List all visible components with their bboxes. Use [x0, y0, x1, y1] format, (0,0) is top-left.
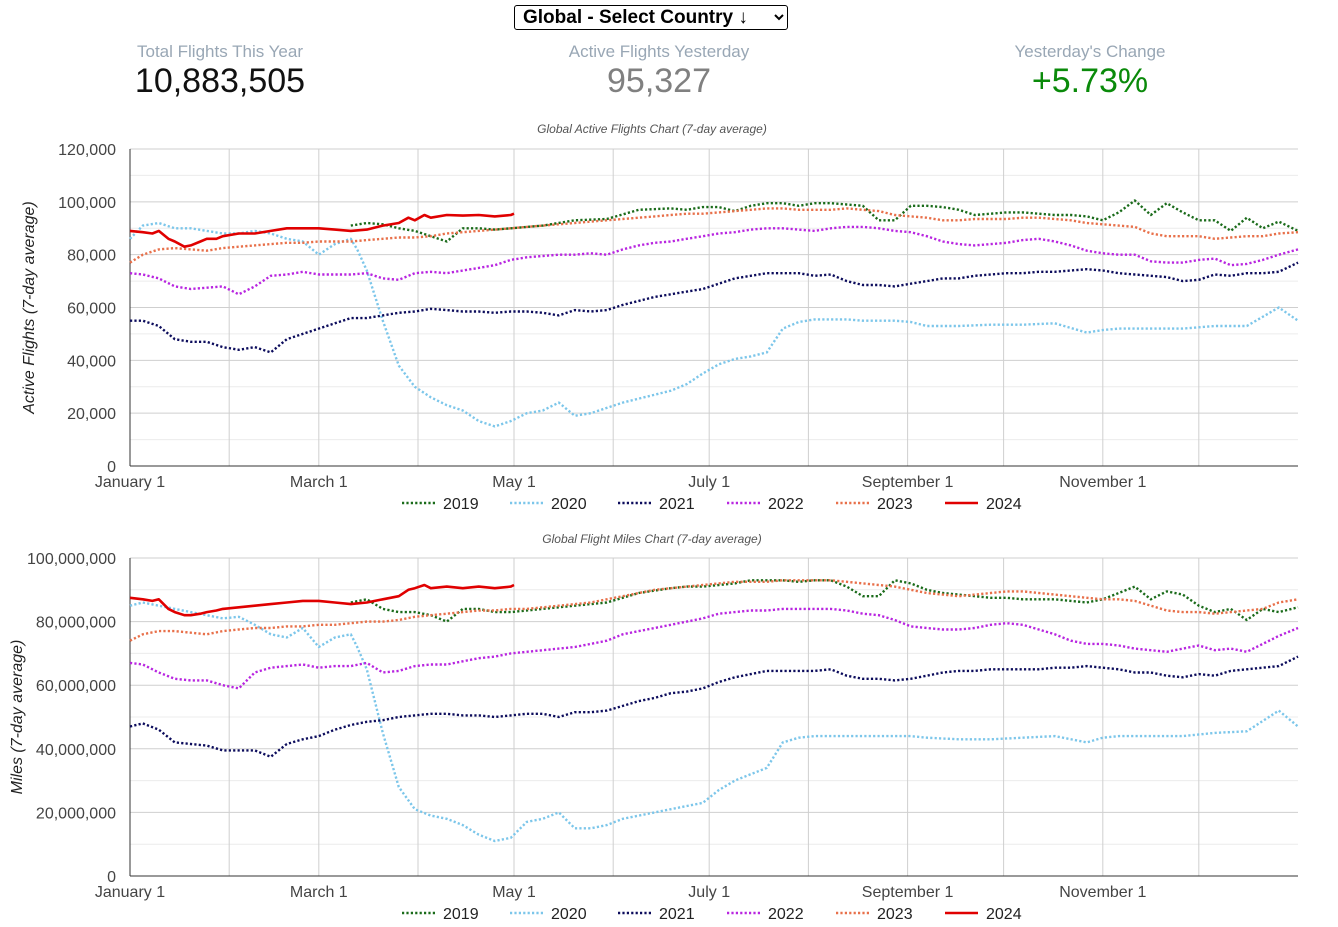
chart1-y-tick-label: 80,000: [67, 248, 116, 265]
chart1-x-tick-label: September 1: [862, 474, 954, 491]
chart1-y-tick-label: 40,000: [67, 353, 116, 370]
chart2-y-tick-label: 20,000,000: [36, 805, 116, 822]
chart1-title: Global Active Flights Chart (7-day avera…: [537, 122, 767, 136]
chart2-series-2019-line: [350, 579, 1299, 623]
chart1-x-tick-label: March 1: [290, 474, 348, 491]
chart1-legend-item-2021[interactable]: 2021: [618, 496, 695, 513]
chart2-y-axis-label: Miles (7-day average): [9, 640, 26, 795]
total-flights-value: 10,883,505: [134, 62, 306, 100]
chart1-legend-label: 2020: [551, 496, 587, 513]
flight-miles-chart: Global Flight Miles Chart (7-day average…: [9, 532, 1299, 923]
active-flights-chart: Global Active Flights Chart (7-day avera…: [21, 122, 1299, 513]
chart1-y-tick-label: 0: [107, 459, 116, 476]
yesterday-change-label: Yesterday's Change: [1014, 42, 1166, 61]
chart1-legend-label: 2023: [877, 496, 913, 513]
chart1-x-tick-label: November 1: [1059, 474, 1146, 491]
chart1-legend-label: 2021: [659, 496, 695, 513]
country-select-wrapper: Global - Select Country ↓: [514, 5, 788, 30]
chart1-y-axis-label: Active Flights (7-day average): [21, 201, 38, 415]
chart2-x-tick-label: March 1: [290, 884, 348, 901]
chart1-legend-label: 2019: [443, 496, 479, 513]
chart2-x-tick-label: September 1: [862, 884, 954, 901]
yesterday-change-value: +5.73%: [1031, 62, 1149, 100]
chart2-legend-label: 2024: [986, 906, 1022, 923]
chart1-legend-label: 2022: [768, 496, 804, 513]
chart2-y-tick-label: 0: [107, 869, 116, 886]
chart1-y-tick-label: 20,000: [67, 406, 116, 423]
chart2-series-2024-line: [129, 583, 515, 617]
chart2-y-tick-label: 100,000,000: [27, 551, 116, 568]
chart2-legend-item-2019[interactable]: 2019: [402, 906, 479, 923]
chart2-legend-item-2023[interactable]: 2023: [836, 906, 913, 923]
chart1-series-2023-line: [129, 207, 1299, 264]
chart1-legend-label: 2024: [986, 496, 1022, 513]
chart2-series-2020-line: [129, 601, 1299, 843]
chart2-legend-item-2021[interactable]: 2021: [618, 906, 695, 923]
chart1-y-tick-label: 120,000: [58, 142, 116, 159]
chart2-y-tick-label: 40,000,000: [36, 742, 116, 759]
chart2-series-2021-line: [129, 655, 1299, 759]
chart1-legend-item-2022[interactable]: 2022: [727, 496, 804, 513]
chart2-series-2022-line: [129, 607, 1299, 690]
chart2-legend-label: 2019: [443, 906, 479, 923]
chart2-legend-item-2020[interactable]: 2020: [510, 906, 587, 923]
active-flights-stat: Active Flights Yesterday 95,327: [509, 42, 809, 101]
chart2-x-tick-label: May 1: [492, 884, 536, 901]
total-flights-label: Total Flights This Year: [137, 42, 303, 61]
active-flights-label: Active Flights Yesterday: [568, 42, 750, 61]
country-select-dropdown[interactable]: Global - Select Country ↓: [514, 5, 788, 30]
chart1-y-tick-label: 60,000: [67, 301, 116, 318]
chart1-x-tick-label: May 1: [492, 474, 536, 491]
chart1-x-tick-label: January 1: [95, 474, 165, 491]
chart2-x-tick-label: January 1: [95, 884, 165, 901]
chart2-legend-item-2024[interactable]: 2024: [945, 906, 1022, 923]
chart2-x-tick-label: July 1: [688, 884, 730, 901]
chart2-legend-label: 2022: [768, 906, 804, 923]
chart2-y-tick-label: 80,000,000: [36, 615, 116, 632]
chart2-x-tick-label: November 1: [1059, 884, 1146, 901]
chart2-legend-label: 2020: [551, 906, 587, 923]
chart1-series-2022-line: [129, 225, 1299, 296]
chart2-series-2023-line: [129, 579, 1299, 642]
chart1-legend-item-2020[interactable]: 2020: [510, 496, 587, 513]
chart2-legend-item-2022[interactable]: 2022: [727, 906, 804, 923]
total-flights-stat: Total Flights This Year 10,883,505: [70, 42, 370, 101]
chart1-series-2020-line: [129, 221, 1299, 428]
chart1-legend-item-2019[interactable]: 2019: [402, 496, 479, 513]
chart2-legend-label: 2023: [877, 906, 913, 923]
chart1-legend-item-2024[interactable]: 2024: [945, 496, 1022, 513]
active-flights-value: 95,327: [607, 62, 711, 100]
chart2-legend-label: 2021: [659, 906, 695, 923]
chart1-series-2024-line: [129, 212, 515, 248]
chart1-y-tick-label: 100,000: [58, 195, 116, 212]
chart2-title: Global Flight Miles Chart (7-day average…: [542, 532, 761, 546]
chart1-series-2019-line: [350, 199, 1299, 243]
chart1-legend-item-2023[interactable]: 2023: [836, 496, 913, 513]
chart2-y-tick-label: 60,000,000: [36, 678, 116, 695]
chart1-series-2021-line: [130, 261, 1299, 354]
yesterday-change-stat: Yesterday's Change +5.73%: [940, 42, 1240, 101]
chart1-x-tick-label: July 1: [688, 474, 730, 491]
